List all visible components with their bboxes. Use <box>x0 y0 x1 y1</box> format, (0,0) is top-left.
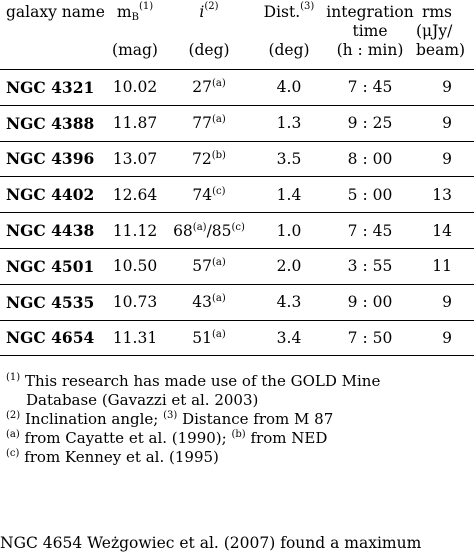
header-integration-line2: time <box>352 22 388 40</box>
magnitude: 10.02 <box>112 78 158 97</box>
rms-value: 9 <box>442 328 452 347</box>
header-rms-line1: rms <box>421 3 452 21</box>
inclination: 74(c) <box>192 185 226 204</box>
galaxy-name: NGC 4654 <box>6 328 95 348</box>
rms-value: 9 <box>442 149 452 168</box>
galaxy-name: NGC 4535 <box>6 292 95 312</box>
distance: 4.3 <box>276 293 302 312</box>
unit-integration: (h : min) <box>336 41 404 59</box>
table-row: NGC 4402 12.64 74(c) 1.4 5 : 00 13 <box>0 177 474 213</box>
header-rms: rms (μJy/ <box>416 0 474 41</box>
header-magnitude: mB(1) <box>106 0 164 41</box>
rms-value: 14 <box>432 221 452 240</box>
integration-time: 9 : 00 <box>347 293 393 312</box>
footnote: (2) Inclination angle; (3) Distance from… <box>6 410 334 428</box>
magnitude: 13.07 <box>112 149 158 168</box>
footnote: (a) from Cayatte et al. (1990); (b) from… <box>6 429 328 447</box>
distance: 2.0 <box>276 257 302 276</box>
distance: 1.3 <box>276 114 302 133</box>
galaxy-name: NGC 4438 <box>6 221 95 241</box>
header-mag-sup: (1) <box>138 1 154 12</box>
integration-time: 8 : 00 <box>347 149 393 168</box>
inclination: 68(a)/85(c) <box>173 221 245 240</box>
integration-time: 5 : 00 <box>347 185 393 204</box>
table-footnotes: (1) This research has made use of the GO… <box>0 372 474 467</box>
header-inclination: i(2) <box>164 0 254 41</box>
header-dist-sup: (3) <box>300 1 315 12</box>
distance: 3.5 <box>276 149 302 168</box>
magnitude: 10.50 <box>112 257 158 276</box>
rms-value: 9 <box>442 78 452 97</box>
rms-value: 11 <box>432 257 452 276</box>
header-rms-line2: (μJy/ <box>416 22 453 40</box>
integration-time: 3 : 55 <box>347 257 393 276</box>
footnote: (c) from Kenney et al. (1995) <box>6 448 219 466</box>
distance: 4.0 <box>276 78 302 97</box>
units-row: (mag) (deg) (deg) (h : min) beam) <box>0 41 474 70</box>
rms-value: 13 <box>432 185 452 204</box>
header-incl-base: i <box>199 3 205 21</box>
header-integration: integration time <box>324 0 416 41</box>
table-row: NGC 4388 11.87 77(a) 1.3 9 : 25 9 <box>0 105 474 142</box>
body-paragraph: NGC 4654 Weżgowiec et al. (2007) found a… <box>0 534 422 552</box>
table-row: NGC 4321 10.02 27(a) 4.0 7 : 45 9 <box>0 70 474 106</box>
distance: 1.4 <box>276 185 302 204</box>
inclination: 57(a) <box>192 257 226 276</box>
magnitude: 10.73 <box>112 293 158 312</box>
inclination: 77(a) <box>192 114 226 133</box>
table-row: NGC 4396 13.07 72(b) 3.5 8 : 00 9 <box>0 141 474 177</box>
galaxy-name: NGC 4396 <box>6 149 95 169</box>
unit-rms: beam) <box>416 41 466 59</box>
table-row: NGC 4654 11.31 51(a) 3.4 7 : 50 9 <box>0 320 474 356</box>
distance: 3.4 <box>276 328 302 347</box>
table-row: NGC 4501 10.50 57(a) 2.0 3 : 55 11 <box>0 248 474 285</box>
header-distance: Dist.(3) <box>254 0 324 41</box>
inclination: 43(a) <box>192 293 226 312</box>
integration-time: 9 : 25 <box>347 114 393 133</box>
inclination: 27(a) <box>192 78 226 97</box>
distance: 1.0 <box>276 221 302 240</box>
integration-time: 7 : 50 <box>347 328 393 347</box>
inclination: 72(b) <box>192 149 226 168</box>
unit-incl: (deg) <box>188 41 230 59</box>
magnitude: 11.12 <box>112 221 158 240</box>
table-row: NGC 4535 10.73 43(a) 4.3 9 : 00 9 <box>0 284 474 321</box>
magnitude: 12.64 <box>112 185 158 204</box>
galaxy-name: NGC 4402 <box>6 185 95 205</box>
inclination: 51(a) <box>192 328 226 347</box>
integration-time: 7 : 45 <box>347 221 393 240</box>
table-row: NGC 4438 11.12 68(a)/85(c) 1.0 7 : 45 14 <box>0 213 474 249</box>
header-incl-sup: (2) <box>204 1 219 12</box>
footnote: (1) This research has made use of the GO… <box>6 372 381 409</box>
rms-value: 9 <box>442 114 452 133</box>
header-mag-base: m <box>116 3 132 21</box>
header-integration-line1: integration <box>326 3 414 21</box>
galaxy-name: NGC 4388 <box>6 113 95 133</box>
header-mag-sub: B <box>131 12 139 23</box>
header-dist-base: Dist. <box>263 3 301 21</box>
galaxy-table: galaxy name mB(1) i(2) Dist.(3) integrat… <box>0 0 474 356</box>
magnitude: 11.87 <box>112 114 158 133</box>
galaxy-name: NGC 4321 <box>6 77 95 97</box>
unit-dist: (deg) <box>268 41 310 59</box>
header-row: galaxy name mB(1) i(2) Dist.(3) integrat… <box>0 0 474 41</box>
integration-time: 7 : 45 <box>347 78 393 97</box>
header-galaxy-name: galaxy name <box>6 3 105 21</box>
magnitude: 11.31 <box>112 328 158 347</box>
unit-mag: (mag) <box>112 41 158 59</box>
rms-value: 9 <box>442 293 452 312</box>
galaxy-name: NGC 4501 <box>6 256 95 276</box>
